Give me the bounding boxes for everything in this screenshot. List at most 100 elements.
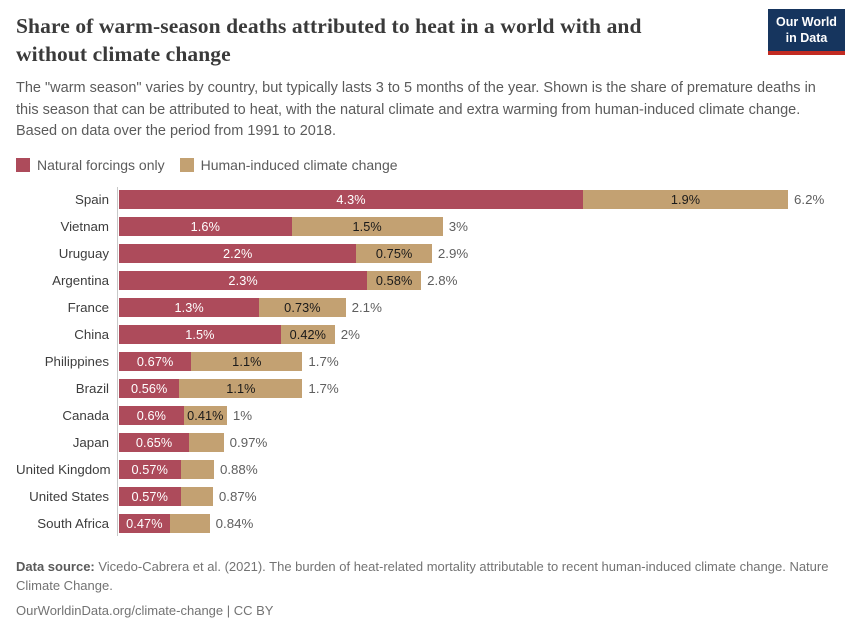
chart-row: Brazil 0.56% 1.1% 1.7%: [16, 375, 834, 402]
segment-natural-forcings-value-label: 0.65%: [135, 435, 173, 450]
page-title: Share of warm-season deaths attributed t…: [16, 14, 642, 66]
chart-rows: Spain 4.3% 1.9% 6.2% Vietnam 1.6% 1.5% 3% Urugua…: [16, 186, 834, 537]
segment-human-induced-value-label: 1.5%: [352, 219, 382, 234]
stacked-bar[interactable]: 0.65%: [119, 433, 224, 453]
segment-natural-forcings-value-label: 1.3%: [174, 300, 204, 315]
segment-natural-forcings-value-label: 0.47%: [126, 516, 163, 531]
legend-item: Human-induced climate change: [179, 157, 398, 174]
segment-human-induced[interactable]: 1.9%: [582, 190, 788, 210]
segment-natural-forcings[interactable]: 2.3%: [119, 271, 368, 291]
country-label: Spain: [74, 192, 109, 208]
stacked-bar[interactable]: 0.57%: [119, 460, 214, 480]
segment-natural-forcings[interactable]: 0.56%: [119, 379, 180, 399]
country-label: Argentina: [52, 273, 109, 289]
segment-human-induced[interactable]: 0.75%: [356, 244, 432, 264]
owid-link[interactable]: OurWorldinData.org/climate-change: [16, 602, 224, 618]
legend-label: Human-induced climate change: [200, 157, 398, 174]
total-label: 1%: [232, 408, 253, 424]
segment-natural-forcings-value-label: 4.3%: [336, 192, 366, 207]
legend-swatch: [179, 158, 194, 173]
segment-natural-forcings[interactable]: 1.5%: [119, 325, 281, 345]
legend-label: Natural forcings only: [37, 157, 165, 174]
total-label: 2.8%: [427, 273, 458, 289]
total-label: 0.88%: [219, 462, 258, 478]
chart-row: United Kingdom 0.57% 0.88%: [16, 456, 834, 483]
total-label: 2%: [340, 327, 360, 343]
segment-human-induced-value-label: 0.75%: [375, 246, 413, 261]
stacked-bar[interactable]: 0.6% 0.41%: [119, 406, 227, 426]
chart-row: United States 0.57% 0.87%: [16, 483, 834, 510]
total-label: 1.7%: [308, 381, 339, 397]
segment-human-induced[interactable]: 1.1%: [179, 379, 303, 399]
chart-page: Our World in Data Share of warm-season d…: [16, 9, 845, 618]
data-source-label: Data source:: [16, 559, 95, 575]
chart-row: Uruguay 2.2% 0.75% 2.9%: [16, 240, 834, 267]
segment-human-induced-value-label: 0.42%: [289, 327, 327, 342]
segment-natural-forcings[interactable]: 0.57%: [119, 460, 181, 480]
segment-human-induced[interactable]: 0.58%: [367, 271, 422, 291]
segment-natural-forcings[interactable]: 0.6%: [119, 406, 184, 426]
total-label: 0.87%: [218, 489, 257, 505]
segment-human-induced[interactable]: [180, 460, 214, 480]
segment-natural-forcings-value-label: 0.67%: [136, 354, 174, 369]
stacked-bar[interactable]: 1.3% 0.73%: [119, 298, 346, 318]
segment-human-induced[interactable]: 0.73%: [259, 298, 346, 318]
segment-natural-forcings-value-label: 2.3%: [228, 273, 258, 288]
segment-natural-forcings[interactable]: 0.65%: [119, 433, 190, 453]
total-label: 0.84%: [215, 516, 254, 532]
chart-row: Japan 0.65% 0.97%: [16, 429, 834, 456]
segment-human-induced[interactable]: [169, 514, 210, 534]
segment-human-induced-value-label: 1.1%: [226, 381, 256, 396]
total-label: 2.1%: [351, 300, 382, 316]
total-label: 2.9%: [437, 246, 469, 262]
stacked-bar[interactable]: 1.6% 1.5%: [119, 217, 443, 237]
segment-natural-forcings-value-label: 2.2%: [223, 246, 253, 261]
segment-human-induced[interactable]: 1.1%: [191, 352, 303, 372]
segment-natural-forcings[interactable]: 0.57%: [119, 487, 181, 507]
segment-natural-forcings[interactable]: 0.47%: [119, 514, 170, 534]
segment-natural-forcings[interactable]: 1.3%: [119, 298, 260, 318]
country-label: Philippines: [44, 354, 109, 370]
data-source-line: Data source: Vicedo-Cabrera et al. (2021…: [16, 558, 834, 596]
owid-logo: Our World in Data: [768, 9, 845, 55]
segment-natural-forcings[interactable]: 2.2%: [119, 244, 357, 264]
segment-natural-forcings[interactable]: 4.3%: [119, 190, 583, 210]
chart-row: Argentina 2.3% 0.58% 2.8%: [16, 267, 834, 294]
segment-human-induced-value-label: 1.1%: [232, 354, 262, 369]
chart-row: Philippines 0.67% 1.1% 1.7%: [16, 348, 834, 375]
license-line: OurWorldinData.org/climate-change | CC B…: [16, 602, 834, 621]
data-source-text: Vicedo-Cabrera et al. (2021). The burden…: [16, 559, 829, 593]
country-label: United States: [29, 489, 109, 505]
country-label: Japan: [72, 435, 109, 451]
legend-item: Natural forcings only: [16, 157, 165, 173]
stacked-bar[interactable]: 2.3% 0.58%: [119, 271, 422, 291]
total-label: 6.2%: [793, 192, 825, 208]
segment-human-induced[interactable]: 1.5%: [291, 217, 443, 237]
segment-human-induced[interactable]: 0.41%: [183, 406, 227, 426]
segment-natural-forcings[interactable]: 1.6%: [119, 217, 292, 237]
stacked-bar[interactable]: 2.2% 0.75%: [119, 244, 432, 264]
stacked-bar[interactable]: 4.3% 1.9%: [119, 190, 788, 210]
segment-human-induced-value-label: 0.73%: [284, 300, 321, 315]
chart-row: South Africa 0.47% 0.84%: [16, 510, 834, 537]
segment-human-induced[interactable]: [189, 433, 224, 453]
stacked-bar[interactable]: 0.56% 1.1%: [119, 379, 303, 399]
chart-subtitle: The "warm season" varies by country, but…: [16, 79, 816, 140]
country-label: China: [74, 327, 109, 343]
segment-human-induced-value-label: 1.9%: [670, 192, 701, 207]
country-label: United Kingdom: [16, 462, 111, 478]
country-label: France: [67, 300, 109, 316]
segment-natural-forcings[interactable]: 0.67%: [119, 352, 192, 372]
stacked-bar[interactable]: 0.67% 1.1%: [119, 352, 303, 372]
total-label: 0.97%: [229, 435, 268, 451]
segment-natural-forcings-value-label: 0.57%: [131, 489, 168, 504]
segment-human-induced-value-label: 0.58%: [375, 273, 413, 288]
chart-footer: Data source: Vicedo-Cabrera et al. (2021…: [16, 558, 834, 621]
segment-human-induced[interactable]: 0.42%: [280, 325, 335, 345]
stacked-bar[interactable]: 0.57%: [119, 487, 213, 507]
stacked-bar[interactable]: 0.47%: [119, 514, 210, 534]
segment-natural-forcings-value-label: 1.6%: [190, 219, 220, 234]
license-text: | CC BY: [223, 602, 274, 618]
segment-human-induced[interactable]: [180, 487, 213, 507]
stacked-bar[interactable]: 1.5% 0.42%: [119, 325, 335, 345]
